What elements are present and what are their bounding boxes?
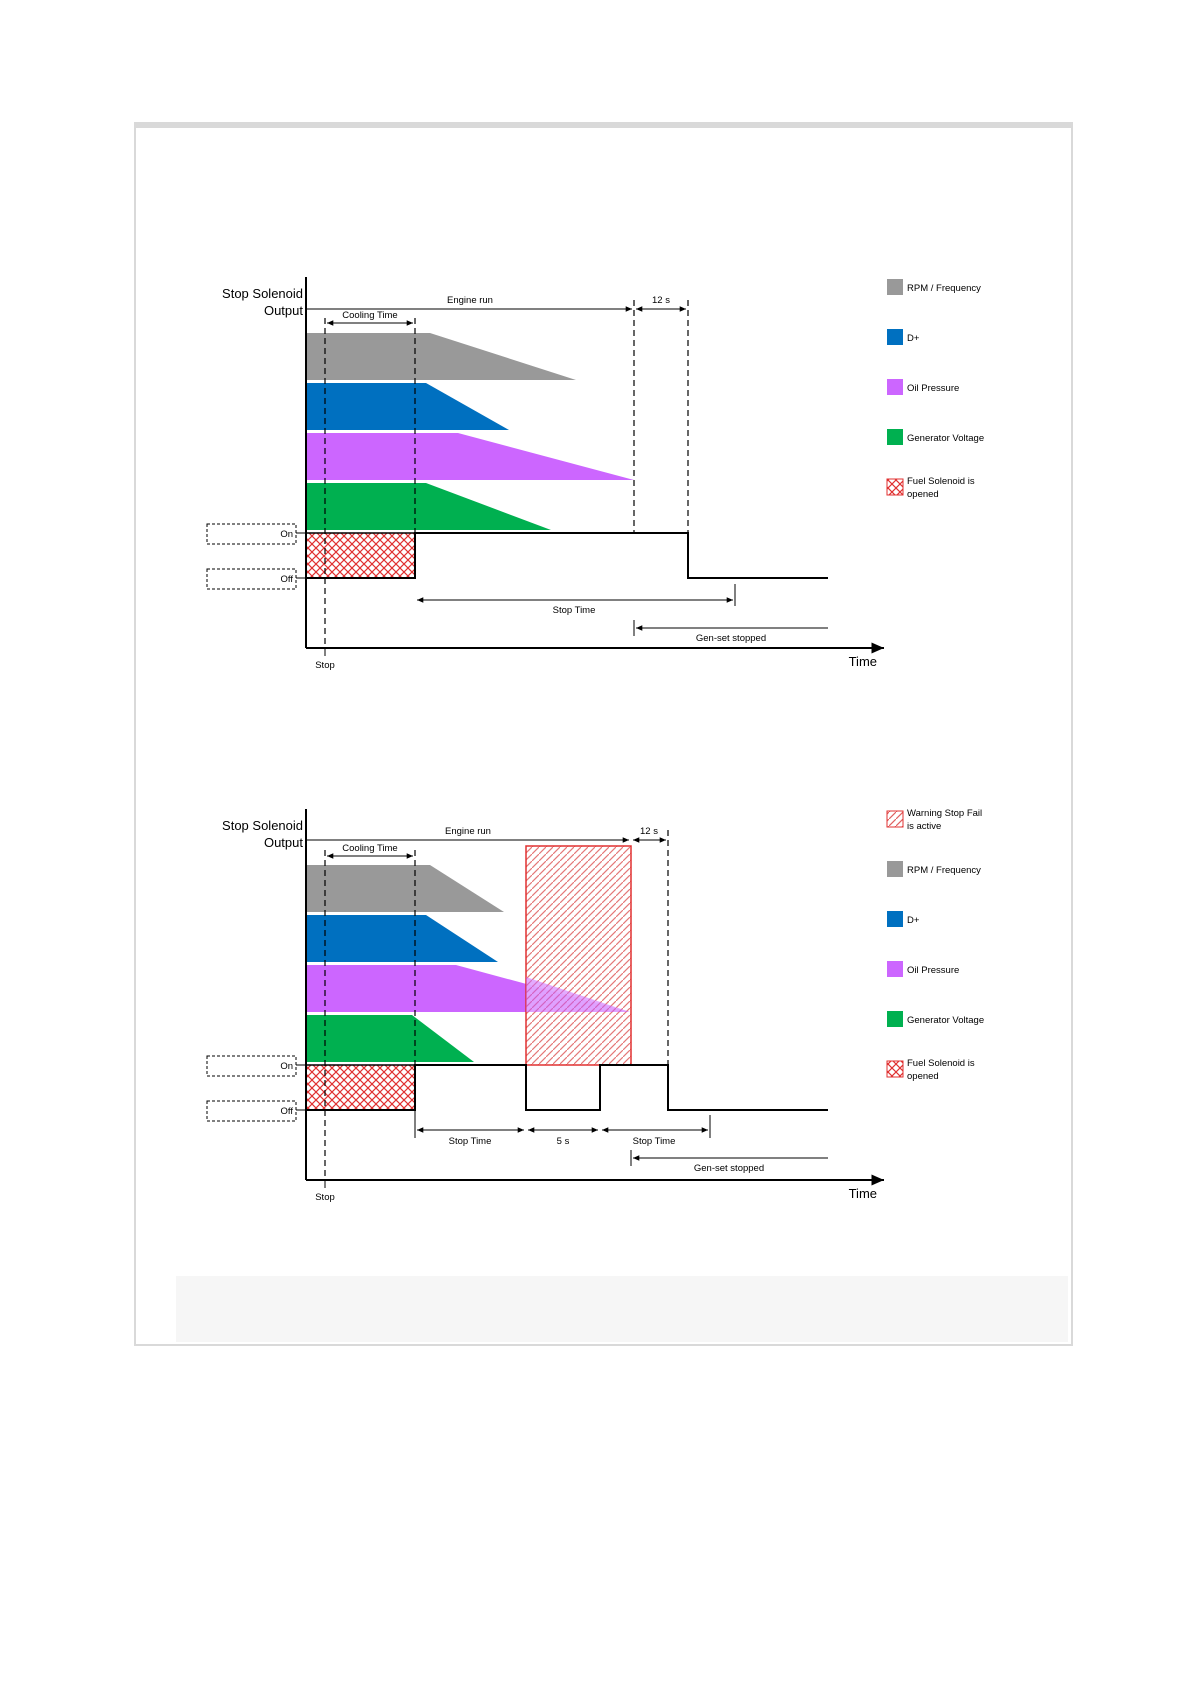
fuel-solenoid-block [305,1064,416,1111]
fuel-solenoid-block [305,532,416,579]
cooling-time-label: Cooling Time [342,310,397,321]
on-level-box [206,523,297,545]
stop-label: Stop [315,1192,335,1203]
x-axis-label: Time [849,654,877,669]
legend-oil-label: Oil Pressure [907,965,959,976]
delay-12s-label: 12 s [640,826,658,837]
page-frame [134,122,1073,1346]
off-level-box [206,568,297,590]
y-axis-label-line1: Stop Solenoid [222,818,303,833]
stop-solenoid-output-line [306,1064,828,1111]
legend-fuel-label-line2: opened [907,1071,939,1082]
legend-voltage-swatch [887,429,903,445]
legend-rpm-label: RPM / Frequency [907,283,981,294]
x-axis-label: Time [849,1186,877,1201]
legend-warning-swatch [886,810,904,828]
legend-rpm-swatch [887,861,903,877]
on-label: On [280,529,293,540]
d-plus-signal [306,915,498,962]
oil-pressure-overlap [526,977,630,1012]
delay-12s-label: 12 s [652,295,670,306]
y-axis-label-line2: Output [264,303,303,318]
cooling-time-label: Cooling Time [342,843,397,854]
genset-stopped-label: Gen-set stopped [696,633,766,644]
legend-fuel-swatch [886,478,904,496]
legend-voltage-label: Generator Voltage [907,433,984,444]
legend-dplus-swatch [887,329,903,345]
legend-warning-label-line1: Warning Stop Fail [907,808,982,819]
legend-fuel-label-line1: Fuel Solenoid is [907,1058,975,1069]
legend-voltage-label: Generator Voltage [907,1015,984,1026]
diagram-1: Stop Solenoid Output Time Stop On Off En… [206,277,984,671]
off-label: Off [281,1106,294,1117]
stop-time-2-label: Stop Time [633,1136,676,1147]
stop-solenoid-output-line [306,532,828,579]
legend-1: RPM / Frequency D+ Oil Pressure Generato… [886,279,984,500]
engine-run-label: Engine run [445,826,491,837]
legend-rpm-label: RPM / Frequency [907,865,981,876]
rpm-frequency-signal [306,865,504,912]
genset-stopped-label: Gen-set stopped [694,1163,764,1174]
y-axis-label-line1: Stop Solenoid [222,286,303,301]
legend-rpm-swatch [887,279,903,295]
footer-band [176,1276,1068,1342]
legend-warning-label-line2: is active [907,821,941,832]
engine-run-label: Engine run [447,295,493,306]
legend-fuel-label-line1: Fuel Solenoid is [907,476,975,487]
stop-time-1-label: Stop Time [449,1136,492,1147]
stop-time-label: Stop Time [553,605,596,616]
warning-stop-fail-block [525,845,632,1066]
off-level-box [206,1100,297,1122]
legend-2: Warning Stop Fail is active RPM / Freque… [886,808,984,1082]
diagram-2: Stop Solenoid Output Time Stop On Off En… [206,808,984,1203]
rpm-frequency-signal [306,333,576,380]
legend-dplus-swatch [887,911,903,927]
legend-fuel-label-line2: opened [907,489,939,500]
generator-voltage-signal [306,1015,474,1062]
legend-fuel-swatch [886,1060,904,1078]
y-axis-label-line2: Output [264,835,303,850]
d-plus-signal [306,383,509,430]
delay-5s-label: 5 s [557,1136,570,1147]
legend-dplus-label: D+ [907,333,920,344]
legend-oil-label: Oil Pressure [907,383,959,394]
legend-oil-swatch [887,961,903,977]
legend-voltage-swatch [887,1011,903,1027]
legend-oil-swatch [887,379,903,395]
oil-pressure-signal [306,433,634,480]
generator-voltage-signal [306,483,551,530]
on-level-box [206,1055,297,1077]
stop-label: Stop [315,660,335,671]
on-label: On [280,1061,293,1072]
off-label: Off [281,574,294,585]
legend-dplus-label: D+ [907,915,920,926]
